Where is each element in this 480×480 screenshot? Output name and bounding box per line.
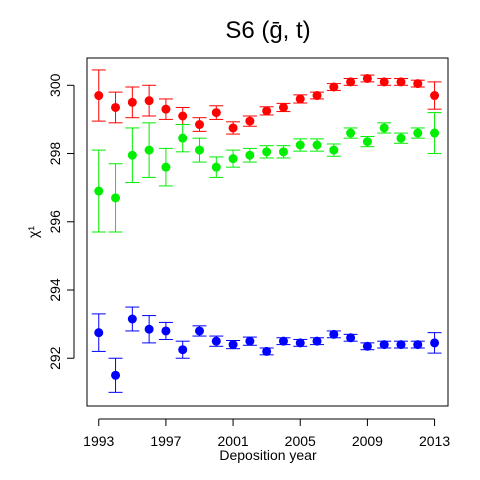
data-point	[161, 162, 171, 172]
x-tick-label: 1997	[150, 433, 181, 449]
data-point	[329, 329, 339, 339]
data-point	[413, 128, 423, 138]
data-point	[144, 145, 154, 155]
data-point	[94, 328, 104, 338]
data-point	[245, 150, 255, 160]
data-point	[362, 341, 372, 351]
y-tick-label: 294	[47, 278, 63, 302]
data-point	[211, 108, 221, 118]
data-point	[396, 340, 406, 350]
data-point	[430, 91, 440, 101]
y-tick-label: 298	[47, 142, 63, 166]
x-tick-label: 2009	[352, 433, 383, 449]
data-point	[194, 326, 204, 336]
data-point	[194, 120, 204, 130]
data-point	[228, 340, 238, 350]
data-point	[245, 116, 255, 126]
data-point	[178, 133, 188, 143]
data-point	[430, 338, 440, 348]
chart-title: S6 (ḡ, t)	[225, 17, 310, 44]
data-point	[228, 123, 238, 133]
data-point	[94, 91, 104, 101]
data-point	[362, 73, 372, 83]
data-point	[178, 345, 188, 355]
x-tick-label: 2001	[218, 433, 249, 449]
data-point	[211, 336, 221, 346]
y-tick-label: 300	[47, 73, 63, 97]
plot-area	[86, 57, 449, 407]
data-point	[111, 193, 121, 203]
data-point	[278, 147, 288, 157]
data-point	[396, 133, 406, 143]
data-point	[262, 147, 272, 157]
data-point	[111, 102, 121, 112]
data-point	[194, 145, 204, 155]
series-layer	[91, 69, 442, 393]
x-axis: 1993 1997 2001 2005 2009 2013	[83, 418, 450, 449]
y-tick-label: 296	[47, 210, 63, 234]
data-point	[379, 340, 389, 350]
data-point	[111, 370, 121, 380]
data-point	[262, 346, 272, 356]
data-point	[295, 94, 305, 104]
series-2	[91, 112, 442, 233]
series-1	[91, 69, 442, 135]
data-point	[295, 338, 305, 348]
data-point	[262, 106, 272, 116]
data-point	[127, 97, 137, 107]
y-axis: 292 294 296 298 300	[47, 73, 75, 370]
data-point	[379, 123, 389, 133]
data-point	[329, 145, 339, 155]
x-axis-label: Deposition year	[219, 447, 317, 463]
data-point	[413, 340, 423, 350]
data-point	[228, 154, 238, 164]
data-point	[312, 91, 322, 101]
data-point	[346, 333, 356, 343]
data-point	[346, 77, 356, 87]
data-point	[178, 111, 188, 121]
data-point	[430, 128, 440, 138]
data-point	[379, 77, 389, 87]
data-point	[211, 162, 221, 172]
data-point	[312, 336, 322, 346]
data-point	[161, 326, 171, 336]
data-point	[413, 79, 423, 89]
data-point	[312, 140, 322, 150]
y-axis-label: χ¹	[25, 226, 41, 238]
x-tick-label: 2013	[419, 433, 450, 449]
data-point	[161, 104, 171, 114]
series-3	[91, 306, 442, 393]
x-tick-label: 2005	[285, 433, 316, 449]
data-point	[278, 102, 288, 112]
data-point	[127, 314, 137, 324]
data-point	[346, 128, 356, 138]
data-point	[94, 186, 104, 196]
data-point	[127, 150, 137, 160]
data-point	[329, 82, 339, 92]
y-tick-label: 292	[47, 346, 63, 370]
data-point	[144, 96, 154, 106]
data-point	[396, 77, 406, 87]
data-point	[278, 336, 288, 346]
x-tick-label: 1993	[83, 433, 114, 449]
data-point	[245, 336, 255, 346]
data-point	[295, 140, 305, 150]
data-point	[362, 137, 372, 147]
data-point	[144, 324, 154, 334]
